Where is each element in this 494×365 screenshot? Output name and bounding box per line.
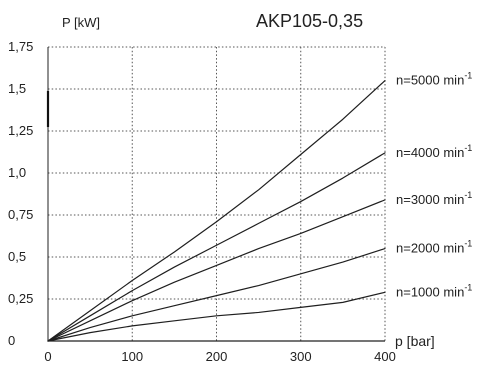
series-group bbox=[47, 79, 386, 342]
y-tick-label: 0 bbox=[8, 333, 15, 348]
series-label-2: n=2000 min-1 bbox=[396, 239, 472, 256]
series-label-text-5: n=5000 min bbox=[396, 73, 464, 88]
y-tick-label: 0,75 bbox=[8, 207, 33, 222]
series-label-text-1: n=1000 min bbox=[396, 284, 464, 299]
series-label-superscript-1: -1 bbox=[464, 282, 472, 292]
y-tick-label: 1,5 bbox=[8, 81, 26, 96]
y-tick-label: 0,5 bbox=[8, 249, 26, 264]
series-label-text-2: n=2000 min bbox=[396, 241, 464, 256]
x-axis-label: p [bar] bbox=[395, 333, 435, 349]
grid bbox=[48, 46, 386, 341]
y-tick-label: 1,25 bbox=[8, 123, 33, 138]
series-label-5: n=5000 min-1 bbox=[396, 71, 472, 88]
series-label-1: n=1000 min-1 bbox=[396, 282, 472, 299]
x-tick-label: 300 bbox=[290, 349, 312, 364]
y-axis-label: P [kW] bbox=[62, 15, 100, 30]
series-label-superscript-2: -1 bbox=[464, 239, 472, 249]
x-tick-label: 200 bbox=[206, 349, 228, 364]
series-label-text-3: n=3000 min bbox=[396, 192, 464, 207]
y-tick-label: 0,25 bbox=[8, 291, 33, 306]
series-line-3 bbox=[47, 199, 386, 342]
x-tick-label: 100 bbox=[121, 349, 143, 364]
series-label-4: n=4000 min-1 bbox=[396, 143, 472, 160]
x-tick-label: 0 bbox=[44, 349, 51, 364]
x-tick-label: 400 bbox=[374, 349, 396, 364]
labels: 0 0,25 0,5 0,75 1,0 1,25 1,5 1,75 0 100 200 300 400 n… bbox=[8, 39, 472, 364]
y-tick-label: 1,0 bbox=[8, 165, 26, 180]
series-line-1 bbox=[47, 291, 386, 342]
series-line-2 bbox=[47, 248, 386, 342]
axes bbox=[46, 47, 385, 342]
series-label-text-4: n=4000 min bbox=[396, 145, 464, 160]
series-label-superscript-4: -1 bbox=[464, 143, 472, 153]
y-tick-label: 1,75 bbox=[8, 39, 33, 54]
chart-title: AKP105-0,35 bbox=[256, 11, 363, 31]
series-line-4 bbox=[47, 152, 386, 342]
series-label-3: n=3000 min-1 bbox=[396, 190, 472, 207]
series-label-superscript-5: -1 bbox=[464, 71, 472, 81]
series-line-5 bbox=[47, 79, 386, 342]
series-label-superscript-3: -1 bbox=[464, 190, 472, 200]
